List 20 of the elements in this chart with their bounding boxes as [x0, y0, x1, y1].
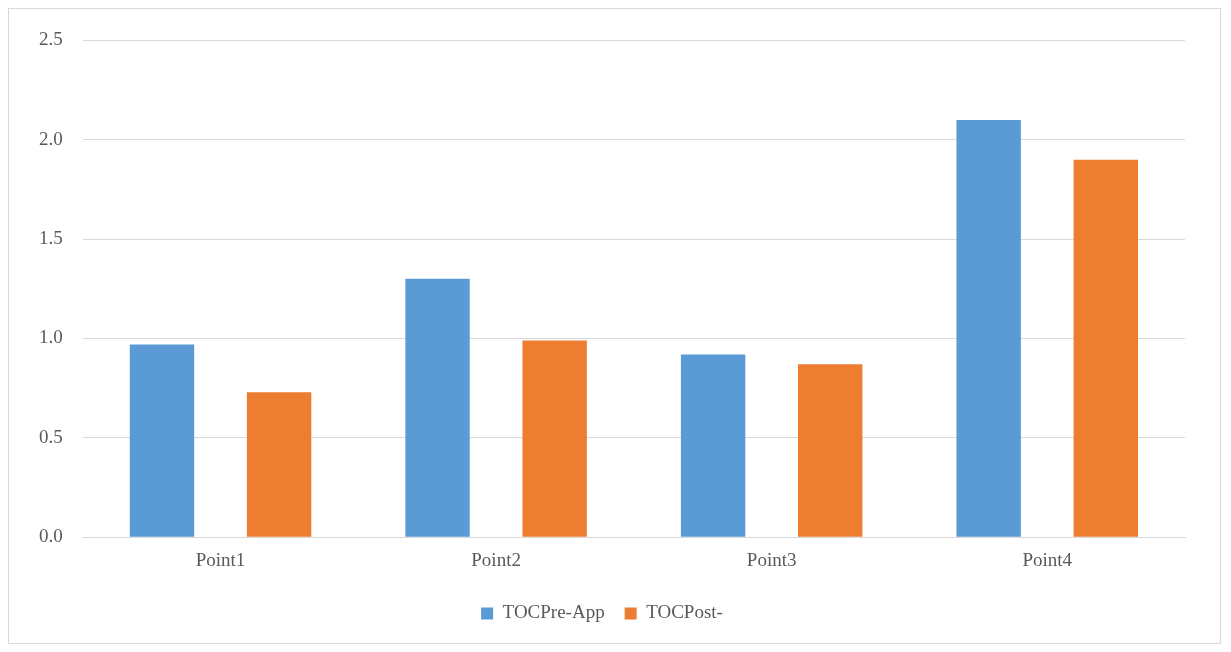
y-tick-label: 1.0 [39, 326, 63, 348]
bar [129, 344, 195, 537]
y-tick-label: 1.5 [39, 227, 63, 249]
bar [680, 354, 746, 537]
y-tick-label: 2.5 [39, 28, 63, 50]
x-tick-label: Point2 [471, 548, 521, 570]
bar [246, 392, 312, 537]
x-tick-label: Point4 [1022, 548, 1073, 570]
legend-label: TOCPost- [646, 601, 723, 623]
x-tick-label: Point3 [746, 548, 797, 570]
bar [522, 340, 587, 537]
legend-label: TOCPre-App [502, 601, 605, 623]
bar [798, 364, 863, 537]
y-tick-label: 0.5 [39, 425, 63, 447]
x-tick-label: Point1 [195, 548, 246, 570]
bar [956, 119, 1021, 537]
bar [1073, 159, 1138, 537]
y-tick-label: 2.0 [39, 127, 63, 149]
y-tick-label: 0.0 [39, 525, 63, 547]
bar [405, 278, 470, 537]
